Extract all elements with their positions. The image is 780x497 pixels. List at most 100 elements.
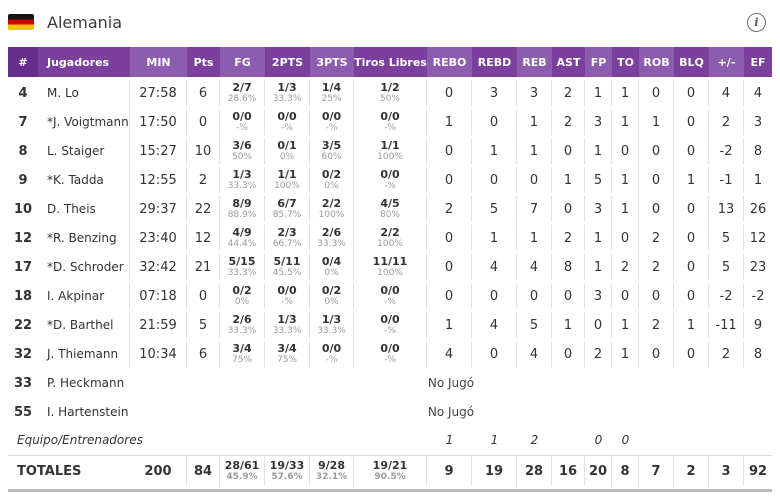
col-2pts: 2PTS <box>265 47 310 77</box>
col-to: TO <box>612 47 639 77</box>
did-not-play-cell: No Jugó <box>130 370 772 396</box>
ast-cell: 0 <box>552 138 585 164</box>
reb-cell: 3 <box>517 80 552 106</box>
table-header-row: # Jugadores MIN Pts FG 2PTS 3PTS Tiros L… <box>8 47 772 77</box>
rob-cell: 0 <box>639 80 674 106</box>
to-cell: 0 <box>612 283 639 309</box>
totals-label: TOTALES <box>8 455 130 486</box>
plusminus-cell: 5 <box>709 254 744 280</box>
2pts-cell: 2/3 66.7% <box>265 225 310 251</box>
2pts-cell: 19/33 57.6% <box>265 455 310 486</box>
rob-cell: 0 <box>639 167 674 193</box>
blq-cell: 0 <box>674 109 709 135</box>
plusminus-cell: 4 <box>709 80 744 106</box>
ef-cell <box>744 428 772 452</box>
to-cell: 0 <box>612 428 639 452</box>
pts-cell: 84 <box>187 455 220 486</box>
2pts-cell: 0/1 0% <box>265 138 310 164</box>
ft-cell: 0/0 -% <box>354 167 427 193</box>
plusminus-cell: -1 <box>709 167 744 193</box>
fg-cell <box>220 428 265 452</box>
ef-cell: 9 <box>744 312 772 338</box>
rebd-cell: 3 <box>472 80 517 106</box>
player-row: 9 *K. Tadda 12:55 2 1/3 33.3% 1/1 100% 0/2… <box>8 167 772 193</box>
rebo-cell: 0 <box>427 138 472 164</box>
rebo-cell: 2 <box>427 196 472 222</box>
player-number: 18 <box>8 283 38 309</box>
col-min: MIN <box>130 47 187 77</box>
fp-cell: 1 <box>585 254 612 280</box>
3pts-cell: 0/0 -% <box>310 341 354 367</box>
team-coaches-row: Equipo/Entrenadores 1 1 2 0 0 <box>8 428 772 452</box>
blq-cell: 0 <box>674 80 709 106</box>
reb-cell: 28 <box>517 455 552 486</box>
ft-cell: 2/2 100% <box>354 225 427 251</box>
ef-cell: 12 <box>744 225 772 251</box>
player-name: *J. Voigtmann <box>38 109 130 135</box>
blq-cell: 1 <box>674 167 709 193</box>
info-icon[interactable]: i <box>747 12 766 32</box>
min-cell: 29:37 <box>130 196 187 222</box>
rebd-cell: 1 <box>472 225 517 251</box>
player-number: 32 <box>8 341 38 367</box>
col-pts: Pts <box>187 47 220 77</box>
rebo-cell: 1 <box>427 428 472 452</box>
player-name: M. Lo <box>38 80 130 106</box>
player-row: 32 J. Thiemann 10:34 6 3/4 75% 3/4 75% 0/0… <box>8 341 772 367</box>
min-cell: 27:58 <box>130 80 187 106</box>
ef-cell: 8 <box>744 138 772 164</box>
rebd-cell: 0 <box>472 109 517 135</box>
pts-cell <box>187 428 220 452</box>
ast-cell: 2 <box>552 225 585 251</box>
player-row: 22 *D. Barthel 21:59 5 2/6 33.3% 1/3 33.3%… <box>8 312 772 338</box>
fg-cell: 3/4 75% <box>220 341 265 367</box>
reb-cell: 1 <box>517 138 552 164</box>
rob-cell: 2 <box>639 254 674 280</box>
ast-cell: 16 <box>552 455 585 486</box>
fp-cell: 1 <box>585 138 612 164</box>
2pts-cell: 3/4 75% <box>265 341 310 367</box>
player-row: 7 *J. Voigtmann 17:50 0 0/0 -% 0/0 -% 0/0-… <box>8 109 772 135</box>
ft-cell <box>354 428 427 452</box>
min-cell: 12:55 <box>130 167 187 193</box>
fp-cell: 1 <box>585 80 612 106</box>
team-coaches-label: Equipo/Entrenadores <box>8 428 143 452</box>
col-fp: FP <box>585 47 612 77</box>
reb-cell: 7 <box>517 196 552 222</box>
player-number: 22 <box>8 312 38 338</box>
player-row: 4 M. Lo 27:58 6 2/7 28.6% 1/3 33.3% 1/4 25%… <box>8 80 772 106</box>
plusminus-cell: 2 <box>709 109 744 135</box>
3pts-cell: 1/4 25% <box>310 80 354 106</box>
player-name: *R. Benzing <box>38 225 130 251</box>
player-row: 8 L. Staiger 15:27 10 3/6 50% 0/1 0% 3/5 60… <box>8 138 772 164</box>
rebd-cell: 19 <box>472 455 517 486</box>
min-cell: 32:42 <box>130 254 187 280</box>
player-row: 10 D. Theis 29:37 22 8/9 88.9% 6/7 85.7% 2… <box>8 196 772 222</box>
fg-cell: 2/7 28.6% <box>220 80 265 106</box>
rob-cell: 0 <box>639 283 674 309</box>
ast-cell: 0 <box>552 341 585 367</box>
col-3pts: 3PTS <box>310 47 354 77</box>
player-number: 55 <box>8 399 38 425</box>
plusminus-cell: -11 <box>709 312 744 338</box>
ef-cell: 23 <box>744 254 772 280</box>
2pts-cell: 6/7 85.7% <box>265 196 310 222</box>
germany-flag-icon <box>8 14 34 30</box>
2pts-cell: 5/11 45.5% <box>265 254 310 280</box>
rebo-cell: 0 <box>427 254 472 280</box>
2pts-cell: 0/0 -% <box>265 283 310 309</box>
player-name: J. Thiemann <box>38 341 130 367</box>
box-score-table: # Jugadores MIN Pts FG 2PTS 3PTS Tiros L… <box>8 44 772 489</box>
player-number: 9 <box>8 167 38 193</box>
ef-cell: 1 <box>744 167 772 193</box>
2pts-cell: 0/0 -% <box>265 109 310 135</box>
ast-cell: 2 <box>552 80 585 106</box>
ef-cell: -2 <box>744 283 772 309</box>
pts-cell: 0 <box>187 283 220 309</box>
rob-cell: 1 <box>639 109 674 135</box>
min-cell: 17:50 <box>130 109 187 135</box>
fg-cell: 0/2 0% <box>220 283 265 309</box>
min-cell: 07:18 <box>130 283 187 309</box>
to-cell: 1 <box>612 167 639 193</box>
rob-cell: 2 <box>639 312 674 338</box>
